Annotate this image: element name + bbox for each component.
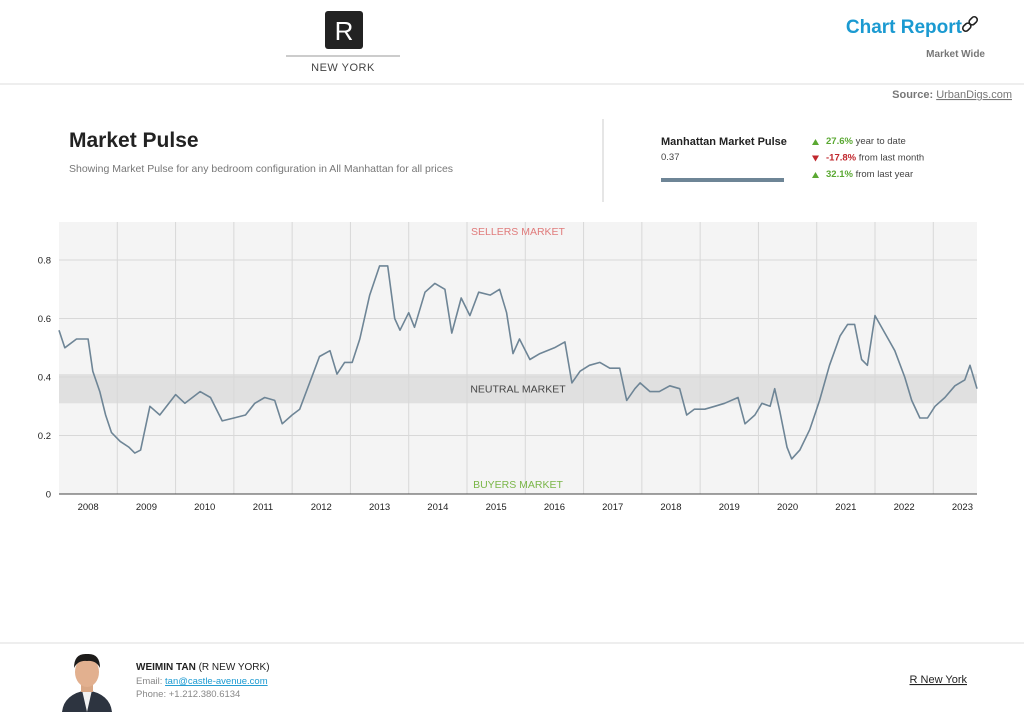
x-tick-label: 2009 [136,502,157,513]
metric-bar [661,178,784,182]
logo-letter: R [335,16,354,46]
logo-box [325,11,363,49]
x-tick-label: 2017 [602,502,623,513]
x-tick-label: 2012 [311,502,332,513]
x-tick-label: 2022 [894,502,915,513]
x-tick-label: 2018 [660,502,681,513]
name: WEIMIN TAN [136,662,196,673]
y-tick-label: 0.2 [38,431,51,442]
sellers-label: SELLERS MARKET [471,226,566,238]
chart: 0 0.2 0.4 0.6 0.8 2008 2009 2010 2011 2012 2013 201… [38,222,978,513]
email[interactable]: tan@castle-avenue.com [165,676,268,687]
link-icon[interactable] [961,15,979,33]
phone: Phone: +1.212.380.6134 [136,689,240,700]
x-tick-label: 2011 [253,502,273,513]
report-subtitle: Market Wide [926,49,985,60]
agent-photo [62,650,112,712]
plot-background [59,222,977,494]
company: (R NEW YORK) [199,662,270,673]
y-tick-label: 0.6 [38,314,51,325]
change-value: 32.1% [826,169,853,180]
x-tick-label: 2010 [194,502,215,513]
metric-name: Manhattan Market Pulse [661,136,787,148]
change-label: year to date [856,136,906,147]
buyers-label: BUYERS MARKET [473,479,563,491]
change-value: 27.6% [826,136,853,147]
x-tick-label: 2019 [719,502,740,513]
change-label: from last month [859,153,924,164]
email-line: Email: tan@castle-avenue.com [136,676,268,687]
summary-description: Showing Market Pulse for any bedroom con… [69,163,453,175]
x-tick-label: 2023 [952,502,973,513]
x-tick-label: 2021 [835,502,856,513]
agent-name: WEIMIN TAN (R NEW YORK) [136,662,270,673]
change: 32.1% from last year [826,169,913,180]
change: -17.8% from last month [826,153,924,164]
footer-link[interactable]: R New York [910,674,968,686]
x-tick-label: 2014 [427,502,448,513]
x-tick-label: 2015 [486,502,507,513]
x-tick-label: 2008 [78,502,99,513]
y-tick-label: 0 [46,490,51,501]
y-tick-label: 0.4 [38,373,51,384]
x-tick-label: 2013 [369,502,390,513]
source: Source: UrbanDigs.com [892,89,1012,101]
change: 27.6% year to date [826,136,906,147]
arrow-down [812,155,819,162]
report-title: Chart Report [846,17,963,38]
y-tick-label: 0.8 [38,256,51,267]
source-label: Source: [892,89,933,101]
change-label: from last year [856,169,914,180]
x-tick-label: 2016 [544,502,565,513]
pulse-line [58,265,978,460]
metric-value: 0.37 [661,152,680,163]
neutral-band [59,374,977,404]
change-value: -17.8% [826,153,857,164]
email-label: Email: [136,676,162,687]
summary-title: Market Pulse [69,129,199,152]
arrow-up [812,172,819,178]
arrow-up [812,139,819,145]
x-tick-label: 2020 [777,502,798,513]
brand: NEW YORK [311,62,375,74]
source-link[interactable]: UrbanDigs.com [936,89,1012,101]
neutral-label: NEUTRAL MARKET [470,384,566,396]
